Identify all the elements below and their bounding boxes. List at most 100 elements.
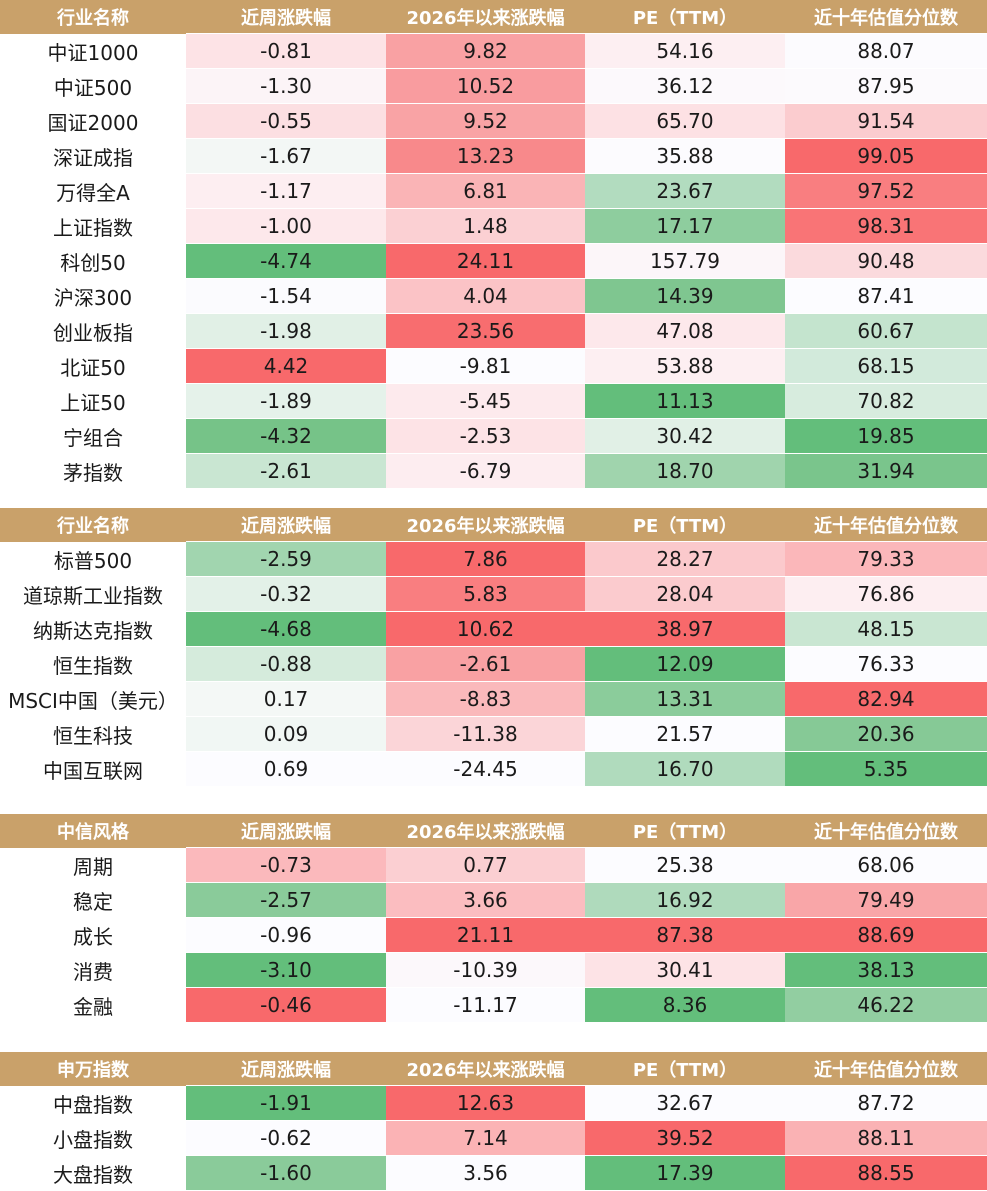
value-cell: 9.82 xyxy=(386,33,585,69)
table-row: 中国互联网 0.69 -24.45 16.70 5.35 xyxy=(0,751,987,787)
table-row: 宁组合 -4.32 -2.53 30.42 19.85 xyxy=(0,418,987,454)
value-cell: -1.67 xyxy=(186,138,386,174)
value-cell: 24.11 xyxy=(386,243,585,279)
table-1: 行业名称 近周涨跌幅 2026年以来涨跌幅 PE（TTM） 近十年估值分位数 标普500-… xyxy=(0,508,987,787)
column-header: PE（TTM） xyxy=(585,0,785,34)
value-cell: 98.31 xyxy=(785,208,987,244)
table-row: 沪深300 -1.54 4.04 14.39 87.41 xyxy=(0,278,987,314)
value-cell: 17.17 xyxy=(585,208,785,244)
row-name: 稳定 xyxy=(0,882,186,918)
row-name: 中国互联网 xyxy=(0,751,186,787)
table-row: 茅指数 -2.61 -6.79 18.70 31.94 xyxy=(0,453,987,489)
table-row: 深证成指 -1.67 13.23 35.88 99.05 xyxy=(0,138,987,174)
row-name: 恒生科技 xyxy=(0,716,186,752)
value-cell: -5.45 xyxy=(386,383,585,419)
value-cell: 36.12 xyxy=(585,68,785,104)
value-cell: 39.52 xyxy=(585,1120,785,1156)
table-row: 科创50 -4.74 24.11 157.79 90.48 xyxy=(0,243,987,279)
value-cell: 0.17 xyxy=(186,681,386,717)
value-cell: 38.13 xyxy=(785,952,987,988)
value-cell: 88.07 xyxy=(785,33,987,69)
column-header: 近十年估值分位数 xyxy=(785,0,987,34)
value-cell: 76.33 xyxy=(785,646,987,682)
value-cell: 9.52 xyxy=(386,103,585,139)
table-row: 中盘指数 -1.91 12.63 32.67 87.72 xyxy=(0,1085,987,1121)
value-cell: 99.05 xyxy=(785,138,987,174)
value-cell: 10.62 xyxy=(386,611,585,647)
value-cell: -11.17 xyxy=(386,987,585,1023)
row-name: 道琼斯工业指数 xyxy=(0,576,186,612)
table-row: 周期 -0.73 0.77 25.38 68.06 xyxy=(0,847,987,883)
table-row: 恒生科技 0.09 -11.38 21.57 20.36 xyxy=(0,716,987,752)
value-cell: 17.39 xyxy=(585,1155,785,1191)
table-row: 纳斯达克指数 -4.68 10.62 38.97 48.15 xyxy=(0,611,987,647)
column-header: 近十年估值分位数 xyxy=(785,508,987,542)
value-cell: -1.91 xyxy=(186,1085,386,1121)
value-cell: -9.81 xyxy=(386,348,585,384)
value-cell: -2.61 xyxy=(186,453,386,489)
column-header: 2026年以来涨跌幅 xyxy=(386,814,585,848)
value-cell: 11.13 xyxy=(585,383,785,419)
value-cell: 10.52 xyxy=(386,68,585,104)
table-row: 创业板指 -1.98 23.56 47.08 60.67 xyxy=(0,313,987,349)
column-header: 2026年以来涨跌幅 xyxy=(386,1052,585,1086)
value-cell: -10.39 xyxy=(386,952,585,988)
value-cell: 157.79 xyxy=(585,243,785,279)
value-cell: -1.17 xyxy=(186,173,386,209)
value-cell: -4.32 xyxy=(186,418,386,454)
value-cell: 54.16 xyxy=(585,33,785,69)
value-cell: -1.54 xyxy=(186,278,386,314)
table-row: 道琼斯工业指数 -0.32 5.83 28.04 76.86 xyxy=(0,576,987,612)
value-cell: 1.48 xyxy=(386,208,585,244)
table-row: 稳定 -2.57 3.66 16.92 79.49 xyxy=(0,882,987,918)
value-cell: 48.15 xyxy=(785,611,987,647)
table-row: MSCI中国（美元） 0.17 -8.83 13.31 82.94 xyxy=(0,681,987,717)
value-cell: -11.38 xyxy=(386,716,585,752)
value-cell: -4.74 xyxy=(186,243,386,279)
value-cell: 47.08 xyxy=(585,313,785,349)
row-name: 上证50 xyxy=(0,383,186,419)
value-cell: 23.56 xyxy=(386,313,585,349)
value-cell: 20.36 xyxy=(785,716,987,752)
row-name: 成长 xyxy=(0,917,186,953)
row-name: 沪深300 xyxy=(0,278,186,314)
value-cell: 21.11 xyxy=(386,917,585,953)
table-0: 行业名称 近周涨跌幅 2026年以来涨跌幅 PE（TTM） 近十年估值分位数 中证1000… xyxy=(0,0,987,489)
value-cell: 30.41 xyxy=(585,952,785,988)
value-cell: 76.86 xyxy=(785,576,987,612)
value-cell: -2.53 xyxy=(386,418,585,454)
value-cell: 18.70 xyxy=(585,453,785,489)
value-cell: -1.98 xyxy=(186,313,386,349)
value-cell: 46.22 xyxy=(785,987,987,1023)
header-row: 中信风格 近周涨跌幅 2026年以来涨跌幅 PE（TTM） 近十年估值分位数 xyxy=(0,814,987,848)
value-cell: 32.67 xyxy=(585,1085,785,1121)
column-header: 2026年以来涨跌幅 xyxy=(386,508,585,542)
column-header: 2026年以来涨跌幅 xyxy=(386,0,585,34)
column-header: 近周涨跌幅 xyxy=(186,508,386,542)
header-title: 申万指数 xyxy=(0,1052,186,1086)
value-cell: 79.49 xyxy=(785,882,987,918)
header-row: 行业名称 近周涨跌幅 2026年以来涨跌幅 PE（TTM） 近十年估值分位数 xyxy=(0,0,987,34)
value-cell: 28.27 xyxy=(585,541,785,577)
column-header: 近十年估值分位数 xyxy=(785,814,987,848)
value-cell: 38.97 xyxy=(585,611,785,647)
value-cell: 0.09 xyxy=(186,716,386,752)
value-cell: -0.62 xyxy=(186,1120,386,1156)
table-row: 成长 -0.96 21.11 87.38 88.69 xyxy=(0,917,987,953)
header-row: 行业名称 近周涨跌幅 2026年以来涨跌幅 PE（TTM） 近十年估值分位数 xyxy=(0,508,987,542)
row-name: 中证500 xyxy=(0,68,186,104)
value-cell: 70.82 xyxy=(785,383,987,419)
value-cell: 79.33 xyxy=(785,541,987,577)
value-cell: 13.31 xyxy=(585,681,785,717)
value-cell: 88.11 xyxy=(785,1120,987,1156)
value-cell: 28.04 xyxy=(585,576,785,612)
value-cell: 25.38 xyxy=(585,847,785,883)
header-title: 中信风格 xyxy=(0,814,186,848)
row-name: 大盘指数 xyxy=(0,1155,186,1191)
table-row: 中证1000 -0.81 9.82 54.16 88.07 xyxy=(0,33,987,69)
value-cell: 60.67 xyxy=(785,313,987,349)
value-cell: 14.39 xyxy=(585,278,785,314)
table-row: 上证50 -1.89 -5.45 11.13 70.82 xyxy=(0,383,987,419)
header-title: 行业名称 xyxy=(0,508,186,542)
row-name: 纳斯达克指数 xyxy=(0,611,186,647)
